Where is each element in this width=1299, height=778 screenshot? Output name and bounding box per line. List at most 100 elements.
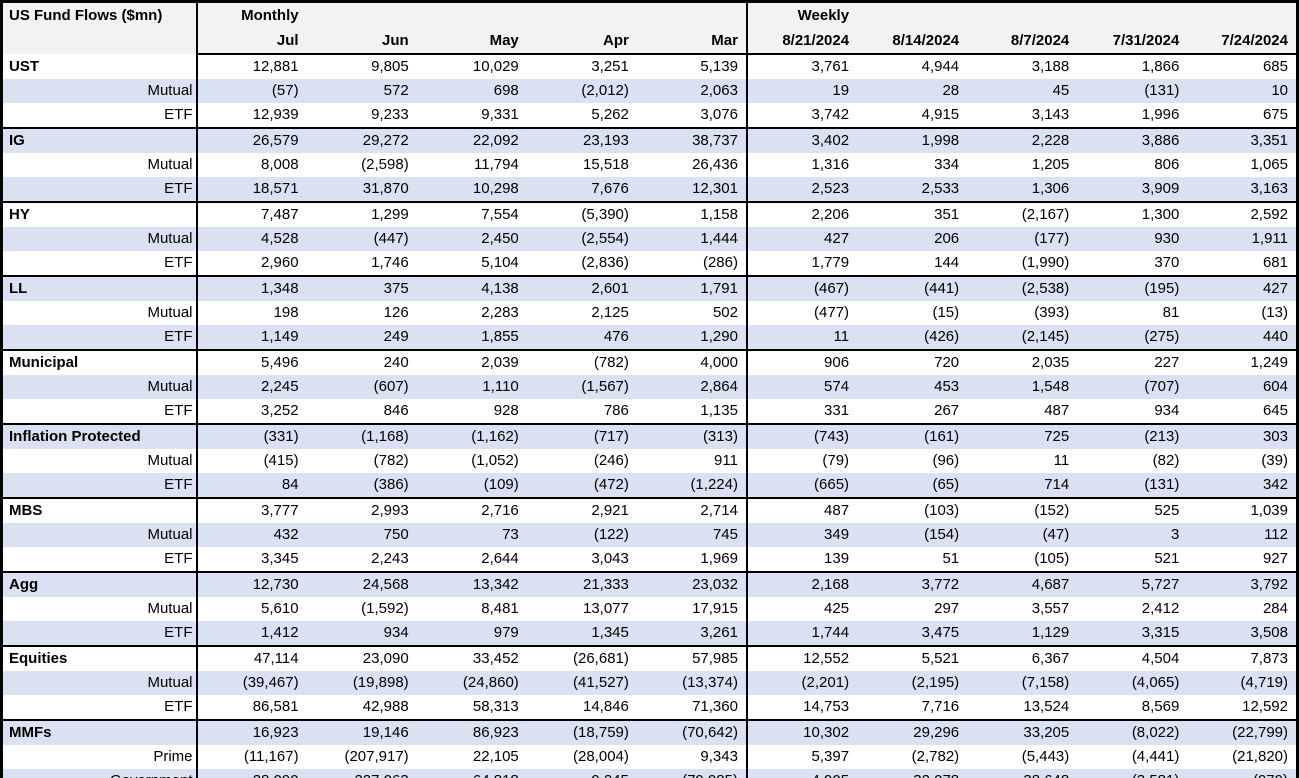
row-label-category: MMFs (1, 720, 198, 745)
weekly-value-cell: (103) (924, 502, 960, 519)
sub-row: Mutual (39,467) (19,898) (24,860) (41,527) (1… (1, 671, 1298, 695)
weekly-value-cell: 1,039 (1250, 502, 1288, 519)
weekly-value-cell: 3,508 (1187, 621, 1298, 647)
monthly-value-cell: 3,252 (196, 399, 307, 425)
weekly-value-cell: (2,167) (1021, 206, 1070, 223)
weekly-value-cell: 13,524 (967, 695, 1078, 721)
weekly-value-cell: (22,799) (1232, 724, 1288, 741)
monthly-value-cell: 2,063 (636, 79, 748, 103)
weekly-value-cell: 3,402 (811, 132, 850, 149)
monthly-value-cell: (782) (373, 452, 409, 469)
monthly-value-cell: (447) (373, 230, 409, 247)
weekly-value-cell: 453 (934, 378, 960, 395)
weekly-value-cell: 1,779 (746, 251, 858, 277)
weekly-value-cell: 342 (1187, 473, 1298, 499)
weekly-value-cell: 3,886 (1141, 132, 1180, 149)
weekly-value-cell: (39) (1261, 452, 1288, 469)
weekly-value-cell: 334 (934, 156, 960, 173)
monthly-value-cell: 1,345 (526, 621, 637, 647)
weekly-value-cell: 1,306 (967, 177, 1078, 203)
monthly-value-cell: 13,342 (472, 576, 519, 593)
column-group-monthly-label: Monthly (196, 1, 307, 28)
sub-row: ETF 86,581 42,988 58,313 14,846 71,360 14,753 7… (1, 695, 1298, 721)
row-label-sub: ETF (1, 177, 198, 203)
monthly-value-cell: 15,518 (582, 156, 629, 173)
column-header-week: 8/14/2024 (857, 28, 968, 55)
monthly-value-cell: 3,777 (261, 502, 299, 519)
weekly-value-cell: 1,744 (746, 621, 858, 647)
monthly-value-cell: 64,818 (416, 769, 527, 778)
category-row: HY 7,487 1,299 7,554 (5,390) 1,158 2,206 351 (2,… (1, 202, 1298, 227)
row-label-sub: Mutual (1, 153, 198, 177)
monthly-value-cell: 2,283 (481, 304, 519, 321)
weekly-value-cell: (467) (814, 280, 850, 297)
monthly-value-cell: 57,985 (636, 646, 748, 671)
weekly-value-cell: 3,475 (857, 621, 968, 647)
monthly-value-cell: 3,076 (636, 103, 748, 129)
header-columns-row: Jul Jun May Apr Mar 8/21/2024 8/14/2024 … (2, 28, 1298, 55)
monthly-value-cell: 375 (383, 280, 409, 297)
monthly-value-cell: (1,168) (361, 428, 409, 445)
weekly-value-cell: 351 (934, 206, 960, 223)
monthly-value-cell: 5,496 (261, 354, 299, 371)
weekly-value-cell: 112 (1264, 526, 1288, 543)
sub-row: Mutual (57) 572 698 (2,012) 2,063 19 28 45 (131) 1… (1, 79, 1298, 103)
weekly-value-cell: 2,168 (811, 576, 850, 593)
monthly-value-cell: 18,571 (196, 177, 307, 203)
row-label-category: Equities (1, 646, 198, 671)
weekly-value-cell: 227 (1154, 354, 1180, 371)
category-row: LL 1,348 375 4,138 2,601 1,791 (467) (441) (2,53… (1, 276, 1298, 301)
weekly-value-cell: (2,145) (967, 325, 1078, 351)
monthly-value-cell: 9,233 (306, 103, 417, 129)
monthly-value-cell: 7,554 (481, 206, 519, 223)
weekly-value-cell: (82) (1152, 452, 1180, 469)
monthly-value-cell: (1,052) (471, 452, 519, 469)
row-label-sub: ETF (1, 473, 198, 499)
weekly-value-cell: 14,753 (746, 695, 858, 721)
weekly-value-cell: 725 (1044, 428, 1070, 445)
monthly-value-cell: 12,301 (636, 177, 748, 203)
weekly-value-cell: 297 (934, 600, 960, 617)
monthly-value-cell: 3,251 (591, 58, 629, 75)
weekly-value-cell: 1,548 (1031, 378, 1070, 395)
weekly-value-cell: (2,201) (801, 674, 850, 691)
monthly-value-cell: (41,527) (573, 674, 629, 691)
header-spacer (416, 1, 527, 28)
weekly-value-cell: 331 (746, 399, 858, 425)
monthly-value-cell: 249 (306, 325, 417, 351)
weekly-value-cell: 19 (832, 82, 850, 99)
monthly-value-cell: 2,243 (306, 547, 417, 573)
monthly-value-cell: 23,090 (362, 650, 409, 667)
weekly-value-cell: 32,078 (857, 769, 968, 778)
weekly-value-cell: 33,205 (1023, 724, 1070, 741)
sub-row: Mutual 4,528 (447) 2,450 (2,554) 1,444 427 206 (… (1, 227, 1298, 251)
category-row: UST 12,881 9,805 10,029 3,251 5,139 3,761 4,944… (1, 54, 1298, 79)
monthly-value-cell: 2,960 (196, 251, 307, 277)
monthly-value-cell: (26,681) (573, 650, 629, 667)
weekly-value-cell: 3,351 (1250, 132, 1288, 149)
monthly-value-cell: 19,146 (362, 724, 409, 741)
weekly-value-cell: 427 (1262, 280, 1288, 297)
weekly-value-cell: 3,792 (1250, 576, 1288, 593)
header-spacer (306, 1, 417, 28)
monthly-value-cell: 979 (416, 621, 527, 647)
monthly-value-cell: 240 (383, 354, 409, 371)
row-label-sub: Mutual (1, 301, 198, 325)
weekly-value-cell: 28 (942, 82, 960, 99)
weekly-value-cell: 38,648 (967, 769, 1078, 778)
monthly-value-cell: (122) (593, 526, 629, 543)
header-spacer (636, 1, 748, 28)
monthly-value-cell: 1,746 (306, 251, 417, 277)
monthly-value-cell: (5,390) (581, 206, 629, 223)
weekly-value-cell: 1,205 (1031, 156, 1070, 173)
row-label-category: HY (1, 202, 198, 227)
sub-row: ETF 18,571 31,870 10,298 7,676 12,301 2,523 2,5… (1, 177, 1298, 203)
monthly-value-cell: 9,343 (636, 745, 748, 769)
row-label-sub: Mutual (1, 375, 198, 399)
row-label-sub: ETF (1, 695, 198, 721)
monthly-value-cell: (331) (263, 428, 299, 445)
weekly-value-cell: 370 (1077, 251, 1188, 277)
sub-row: Mutual (415) (782) (1,052) (246) 911 (79) (96) 1… (1, 449, 1298, 473)
weekly-value-cell: (441) (924, 280, 960, 297)
weekly-value-cell: 10 (1271, 82, 1288, 99)
